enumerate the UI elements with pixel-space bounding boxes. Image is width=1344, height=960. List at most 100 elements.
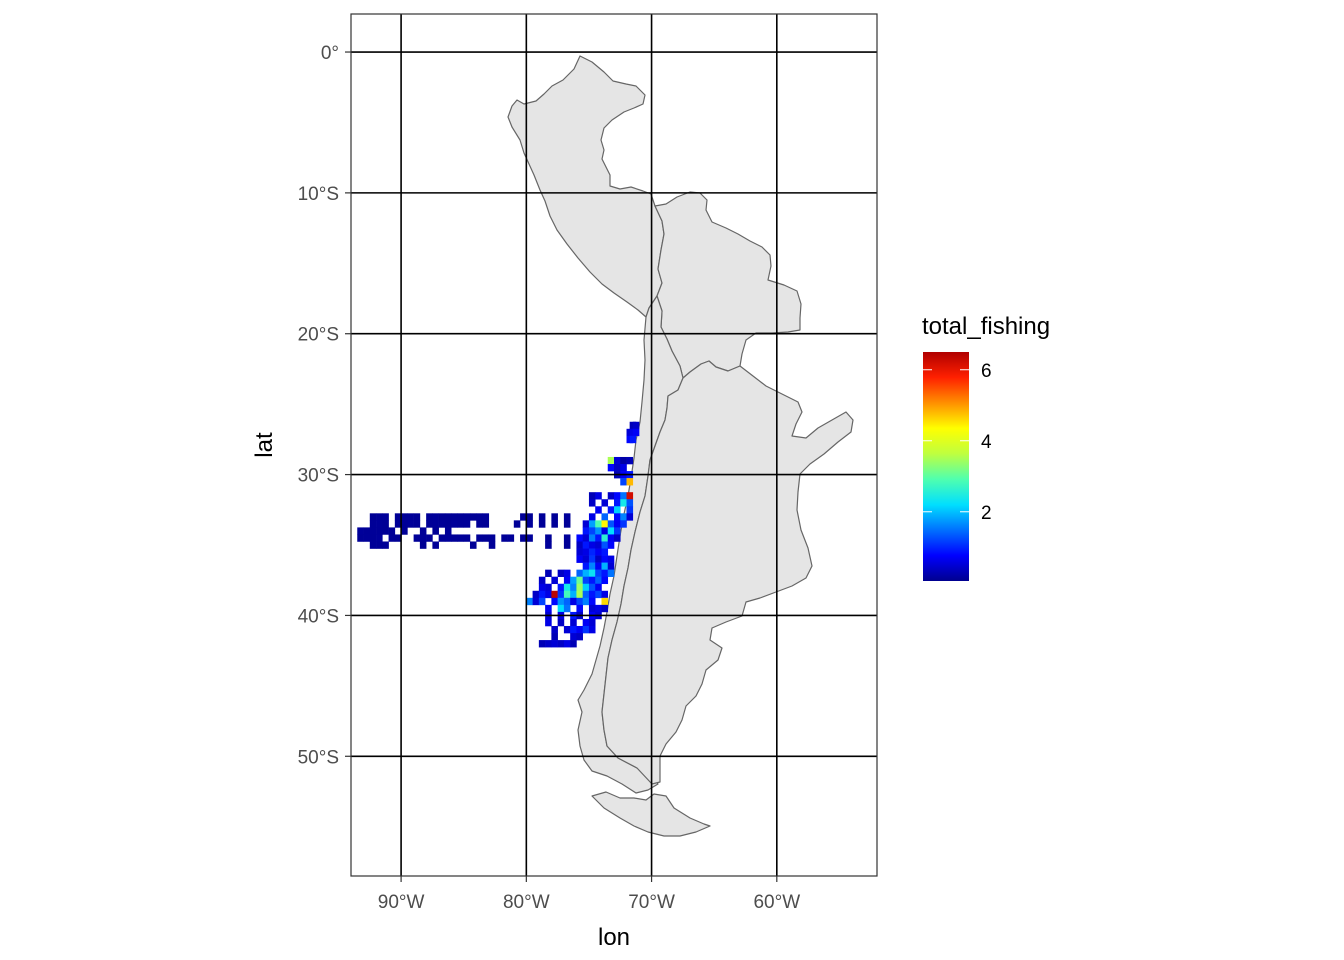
raster-cell xyxy=(482,534,490,542)
raster-cell xyxy=(526,513,533,521)
raster-cell xyxy=(563,640,571,648)
raster-cell xyxy=(476,534,483,542)
raster-cell xyxy=(369,541,377,549)
raster-cell xyxy=(595,583,602,592)
raster-cell xyxy=(576,569,583,577)
raster-cell xyxy=(457,513,465,521)
raster-cell xyxy=(607,506,615,514)
raster-cell xyxy=(488,534,496,542)
raster-cell xyxy=(401,513,408,521)
raster-cell xyxy=(576,548,583,556)
raster-cell xyxy=(588,499,596,507)
raster-cell xyxy=(382,520,389,528)
raster-cell xyxy=(551,597,558,606)
raster-cell xyxy=(382,541,389,549)
raster-cell xyxy=(607,456,615,465)
raster-cell xyxy=(595,555,602,563)
legend-tick-label: 6 xyxy=(981,361,992,382)
raster-cell xyxy=(538,513,546,521)
raster-cell xyxy=(426,520,433,528)
raster-cell xyxy=(551,640,558,648)
raster-cell xyxy=(614,464,621,472)
raster-cell xyxy=(626,478,634,486)
raster-cell xyxy=(601,534,609,542)
raster-cell xyxy=(614,513,621,521)
raster-cell xyxy=(614,456,621,465)
raster-cell xyxy=(551,590,558,599)
raster-cell xyxy=(570,590,577,599)
raster-cell xyxy=(595,541,602,549)
raster-cell xyxy=(394,534,402,542)
x-axis-title: lon xyxy=(598,924,630,951)
raster-cell xyxy=(570,576,577,585)
raster-cell xyxy=(570,633,577,641)
raster-cell xyxy=(620,456,627,465)
raster-cell xyxy=(407,520,414,528)
raster-cell xyxy=(432,527,439,535)
raster-cell xyxy=(457,534,465,542)
raster-cell xyxy=(388,534,396,542)
raster-cell xyxy=(588,590,596,599)
raster-cell xyxy=(582,618,590,627)
raster-cell xyxy=(614,506,621,514)
raster-cell xyxy=(632,428,640,437)
raster-cell xyxy=(601,499,609,507)
raster-cell xyxy=(588,625,596,634)
raster-cell xyxy=(595,569,602,577)
raster-cell xyxy=(607,555,615,563)
raster-cell xyxy=(607,520,615,528)
raster-cell xyxy=(607,527,615,535)
raster-cell xyxy=(545,583,552,592)
raster-cell xyxy=(488,541,496,549)
raster-cell xyxy=(582,534,590,542)
x-tick-label: 70°W xyxy=(628,892,675,913)
y-tick-label: 40°S xyxy=(298,606,339,627)
panel-border xyxy=(350,13,878,877)
raster-cell xyxy=(629,435,637,444)
raster-cell xyxy=(545,534,552,542)
y-tick-label: 10°S xyxy=(298,184,339,205)
raster-cell xyxy=(369,513,377,521)
raster-cell xyxy=(444,513,452,521)
raster-cell xyxy=(419,527,427,535)
raster-cell xyxy=(607,464,615,472)
raster-cell xyxy=(595,506,602,514)
basemap-countries xyxy=(507,55,854,837)
raster-cell xyxy=(595,562,602,570)
raster-cell xyxy=(576,576,583,585)
y-axis-ticks: 0° 10°S 20°S 30°S 40°S 50°S xyxy=(298,43,351,768)
raster-cell xyxy=(563,513,571,521)
raster-cell xyxy=(394,513,402,521)
raster-cell xyxy=(588,604,596,613)
raster-cell xyxy=(588,548,596,556)
raster-cell xyxy=(576,590,583,599)
raster-cell xyxy=(369,527,377,535)
raster-cell xyxy=(482,513,490,521)
raster-cell xyxy=(563,597,571,606)
raster-cell xyxy=(576,625,583,634)
raster-cell xyxy=(444,534,452,542)
raster-cell xyxy=(563,625,571,634)
raster-cell xyxy=(582,569,590,577)
raster-cell xyxy=(545,640,552,648)
raster-cell xyxy=(557,640,565,648)
raster-cell xyxy=(476,513,483,521)
raster-cell xyxy=(576,633,583,641)
raster-cell xyxy=(563,520,571,528)
raster-cell xyxy=(582,576,590,585)
raster-cell xyxy=(507,534,515,542)
raster-cell xyxy=(419,534,427,542)
legend-tick-label: 4 xyxy=(981,432,992,453)
raster-cell xyxy=(407,513,414,521)
argentina-outline xyxy=(601,360,854,785)
raster-cell xyxy=(588,527,596,535)
raster-cell xyxy=(614,499,621,507)
raster-cell xyxy=(582,590,590,599)
raster-cell xyxy=(601,604,609,613)
raster-cell xyxy=(588,555,596,563)
raster-cell xyxy=(576,541,583,549)
raster-cell xyxy=(582,527,590,535)
raster-cell xyxy=(469,513,477,521)
raster-cell xyxy=(601,527,609,535)
